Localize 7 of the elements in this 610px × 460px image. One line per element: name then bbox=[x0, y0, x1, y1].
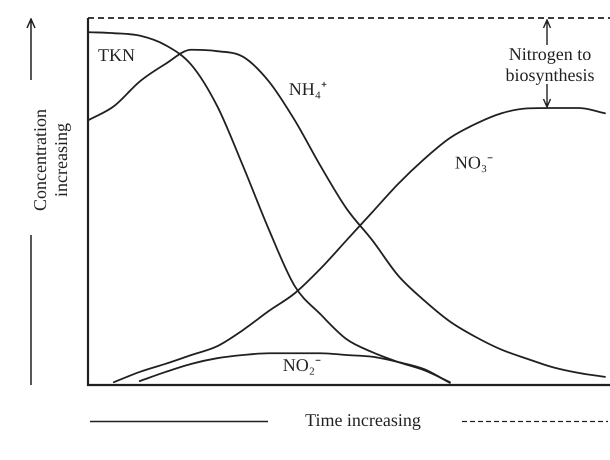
x-axis-title: Time increasing bbox=[304, 410, 422, 431]
series-label: NH₄⁺ bbox=[288, 79, 328, 100]
series-label: TKN bbox=[98, 44, 135, 65]
series-label: NO₂⁻ bbox=[282, 354, 322, 375]
y-axis-title: Concentration increasing bbox=[30, 108, 72, 213]
annotation: Nitrogen to biosynthesis bbox=[504, 44, 596, 86]
series-label: NO₃⁻ bbox=[454, 152, 494, 173]
